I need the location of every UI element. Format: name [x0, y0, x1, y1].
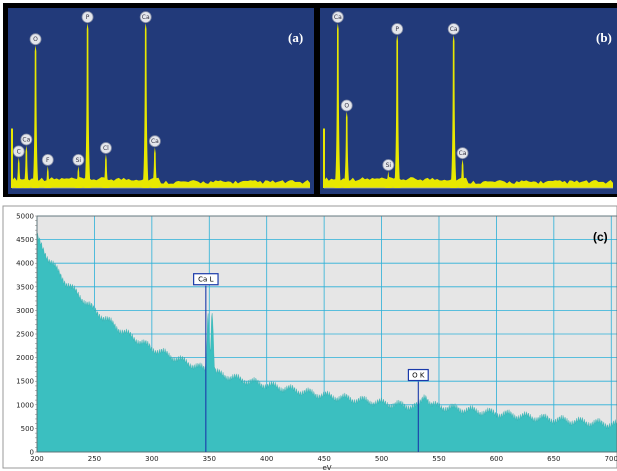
peak-c — [15, 157, 23, 188]
peak-label-cl: Cl — [103, 145, 109, 152]
peak-p — [84, 23, 92, 188]
peak-marker — [340, 99, 353, 112]
peak-si — [384, 171, 392, 188]
y-tick-label: 4500 — [16, 236, 34, 244]
y-tick-label: 2500 — [16, 331, 34, 339]
peak-label-o: O — [33, 36, 38, 43]
peak-label-p: P — [395, 26, 399, 33]
peak-label-ca: Ca — [142, 14, 150, 21]
peak-f — [44, 165, 52, 188]
y-tick-label: 3500 — [16, 283, 34, 291]
x-tick-label: 650 — [547, 455, 560, 463]
peak-label-ca: Ca — [151, 138, 159, 145]
panel-b-plot — [320, 8, 617, 194]
peak-ca — [450, 35, 458, 188]
y-tick-label: 3000 — [16, 307, 34, 315]
zero-peak — [11, 128, 13, 188]
peak-label-c: C — [17, 148, 21, 155]
panel-a-plot — [8, 8, 314, 194]
x-tick-label: 550 — [432, 455, 445, 463]
peak-marker — [100, 142, 112, 154]
y-tick-label: 0 — [30, 449, 34, 457]
panel-b-spectrum: Ca O Si P Ca Ca — [323, 11, 613, 189]
peak-label-ca: Ca — [22, 137, 30, 144]
peak-ca — [151, 147, 159, 188]
peak-marker — [12, 145, 25, 158]
peak-ca — [459, 159, 467, 188]
peak-marker — [382, 159, 395, 171]
x-tick-label: 700 — [605, 455, 617, 463]
peak-marker — [447, 23, 460, 35]
edge-label-o-k: O K — [412, 372, 425, 380]
peak-marker — [456, 147, 469, 160]
x-tick-label: 350 — [203, 455, 216, 463]
peak-p — [393, 35, 401, 188]
peak-si — [74, 165, 82, 188]
peak-label-ca: Ca — [459, 150, 467, 157]
peak-label-p: P — [86, 14, 90, 21]
eels-spectrum — [36, 233, 617, 453]
peak-marker — [20, 133, 33, 146]
panel-b-label: (b) — [596, 30, 612, 45]
panel-c-label: (c) — [593, 230, 608, 244]
peak-label-ca: Ca — [450, 26, 458, 33]
x-tick-label: 300 — [145, 455, 158, 463]
x-tick-label: 600 — [490, 455, 503, 463]
peak-label-ca: Ca — [334, 14, 342, 21]
x-tick-label: 250 — [88, 455, 101, 463]
plot-border — [36, 215, 617, 453]
zero-peak — [323, 128, 325, 188]
panel-a-label: (a) — [288, 30, 303, 45]
panel-c-spectrum: 200 250 300 350 400 450 500 550 600 650 700 0 500 100… — [16, 213, 617, 463]
x-tick-label: 400 — [260, 455, 273, 463]
peak-ca — [22, 145, 30, 188]
peak-marker — [72, 153, 85, 166]
peak-marker — [331, 11, 344, 24]
x-axis-label: eV — [322, 464, 331, 471]
y-tick-label: 5000 — [16, 213, 34, 221]
y-tick-label: 1000 — [16, 401, 34, 409]
peak-label-si: Si — [76, 157, 82, 164]
peak-ca — [142, 23, 150, 188]
peak-ca — [334, 23, 342, 188]
y-tick-label: 4000 — [16, 260, 34, 268]
peak-label-o: O — [344, 103, 349, 110]
peak-marker — [41, 153, 54, 166]
peak-marker — [81, 11, 94, 24]
peak-o — [343, 111, 351, 188]
edge-label-ca-l: Ca L — [198, 276, 213, 284]
peak-marker — [391, 23, 404, 35]
x-tick-label: 450 — [317, 455, 330, 463]
x-tick-label: 200 — [30, 455, 43, 463]
peak-o — [32, 45, 40, 189]
edge-label-box — [407, 368, 429, 382]
y-tick-label: 2000 — [16, 354, 34, 362]
peak-marker — [29, 33, 42, 46]
peak-label-f: F — [46, 157, 50, 164]
y-tick-label: 1500 — [16, 378, 34, 386]
peak-cl — [102, 154, 110, 188]
edge-label-box — [193, 273, 219, 286]
y-tick-label: 500 — [21, 425, 34, 433]
x-tick-label: 500 — [375, 455, 388, 463]
peak-marker — [139, 11, 152, 24]
peak-marker — [148, 135, 161, 148]
peak-label-si: Si — [386, 162, 392, 169]
